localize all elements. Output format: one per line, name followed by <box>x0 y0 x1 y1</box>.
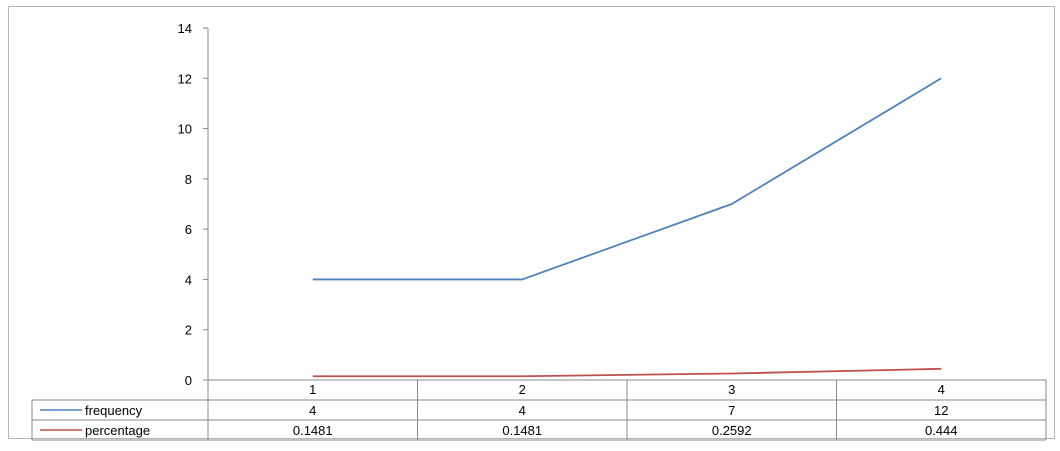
table-cell: 4 <box>309 403 316 418</box>
table-cell: 0.2592 <box>712 423 752 438</box>
table-cell: 0.444 <box>925 423 958 438</box>
y-tick-label: 10 <box>178 122 192 137</box>
table-cell: 12 <box>934 403 948 418</box>
y-tick-label: 8 <box>185 172 192 187</box>
x-tick-label: 3 <box>728 382 735 397</box>
y-tick-label: 0 <box>185 373 192 388</box>
x-tick-label: 2 <box>519 382 526 397</box>
table-cell: 7 <box>728 403 735 418</box>
series-line-frequency <box>312 77 942 281</box>
y-tick-label: 14 <box>178 21 192 36</box>
chart-frame <box>8 6 1055 439</box>
legend-label-percentage: percentage <box>85 423 150 438</box>
x-tick-label: 4 <box>938 382 945 397</box>
series-line-percentage <box>312 367 942 378</box>
y-tick-label: 12 <box>178 71 192 86</box>
y-tick-label: 6 <box>185 222 192 237</box>
table-cell: 0.1481 <box>293 423 333 438</box>
table-cell: 4 <box>519 403 526 418</box>
y-tick-label: 4 <box>185 272 192 287</box>
x-tick-label: 1 <box>309 382 316 397</box>
y-tick-label: 2 <box>185 323 192 338</box>
legend-label-frequency: frequency <box>85 403 143 418</box>
table-cell: 0.1481 <box>502 423 542 438</box>
